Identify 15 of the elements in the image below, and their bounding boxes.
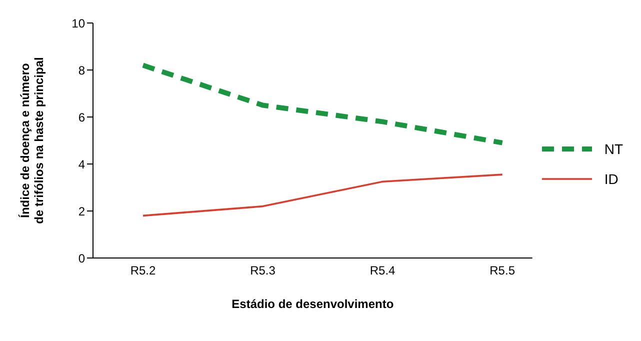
y-axis-title: Índice de doença e número de trifólios na haste principal <box>18 57 46 224</box>
x-tick-label: R5.5 <box>490 264 516 278</box>
y-tick-label: 6 <box>78 110 86 124</box>
x-tick-label: R5.4 <box>370 264 396 278</box>
x-axis-title: Estádio de desenvolvimento <box>232 297 394 311</box>
y-tick-label: 4 <box>78 157 86 172</box>
y-tick-label: 8 <box>78 63 86 78</box>
y-tick-label: 0 <box>78 251 86 266</box>
x-tick-label: R5.2 <box>130 264 156 278</box>
y-tick-label: 10 <box>72 16 86 30</box>
line-series <box>142 174 504 217</box>
x-tick-label: R5.3 <box>250 264 276 278</box>
legend-label: NT <box>604 140 623 156</box>
y-tick-label: 2 <box>78 204 86 218</box>
legend-label: ID <box>604 170 618 186</box>
